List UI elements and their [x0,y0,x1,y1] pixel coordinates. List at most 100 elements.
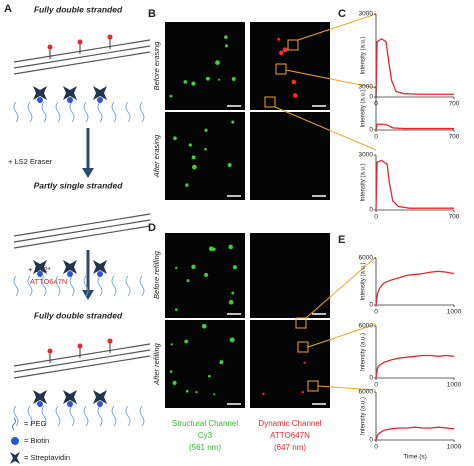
origami [13,343,151,379]
dye [107,34,113,40]
spot [184,339,188,344]
spot [174,308,178,312]
spot [279,50,284,56]
dye [107,338,113,344]
spot [303,361,306,364]
spot [204,147,207,151]
row-label: Before erasing [152,41,161,91]
peg [69,101,75,123]
arrows [82,128,94,300]
biotin [37,271,43,277]
channel-wavelength: (561 nm) [189,443,221,452]
y-tick-label: 3000 [359,11,374,18]
spot [224,35,228,39]
spot [183,80,188,84]
x-tick-label: 0 [374,214,378,221]
dye [47,44,53,50]
spot [228,244,233,250]
peg [41,405,47,427]
legend-text: = Biotin [24,436,49,445]
peg [55,405,61,427]
biotin [67,271,73,277]
legend-icons [10,417,20,464]
state-title: Fully double stranded [34,310,123,320]
spot [185,389,189,393]
peg [125,101,131,123]
biotin [97,401,103,407]
y-tick-label: 0 [369,127,373,134]
peg [55,275,61,297]
trace [375,159,454,211]
y-tick-label: 6000 [359,389,374,396]
spot [201,323,207,329]
trace [375,270,455,306]
spot [229,337,235,343]
spot [192,164,197,170]
streptavidin [63,260,77,274]
peg [125,405,131,427]
channel-name: Dynamic Channel [258,419,321,428]
spot [231,291,235,295]
micrograph [165,112,245,200]
peg [69,275,75,297]
spot [282,47,288,53]
panel-label: B [148,8,156,20]
dye [47,348,53,354]
biotin [97,271,103,277]
spot [204,128,208,132]
peg [139,101,145,123]
y-tick-label: 3000 [359,152,374,159]
peg [69,405,75,427]
panel-label: C [338,8,346,20]
panel-label: A [4,3,12,15]
y-tick-label: 0 [369,437,373,444]
y-tick-label: 6000 [359,323,374,330]
biotin [37,97,43,103]
y-tick-label: 0 [369,302,373,309]
x-tick-label: 0 [374,382,378,389]
peg [125,275,131,297]
x-tick-label: 1000 [447,309,462,316]
origami [13,39,151,75]
x-tick-label: 700 [449,134,460,141]
peg [55,101,61,123]
zoom-connectors [264,13,377,392]
peg [13,101,19,123]
peg [111,101,117,123]
spot [185,183,189,187]
row-label: After refilling [152,342,161,386]
row-label: Before refilling [152,250,161,299]
peg [27,275,33,297]
micrograph [250,320,330,408]
y-axis-label: Intensity (a.u.) [361,36,367,74]
channel-dye: ATTO647N [270,431,310,440]
x-tick-label: 700 [449,101,460,108]
biotin [97,97,103,103]
peg [13,275,19,297]
y-tick-label: 0 [369,375,373,382]
streptavidin [33,260,47,274]
micrograph [250,233,330,318]
peg [97,275,103,297]
row-label: After erasing [152,134,161,178]
spot [173,136,177,141]
streptavidin [33,390,47,404]
micrograph [165,320,245,408]
x-tick-label: 1000 [447,382,462,389]
streptavidin [63,86,77,100]
peg [41,275,47,297]
micrograph [165,22,245,110]
y-axis-label: Intensity (a.u.) [361,163,367,201]
spot [228,299,234,305]
spot [191,81,196,86]
spot [291,79,297,85]
spot [227,163,232,167]
state-title: Partly single stranded [34,180,124,190]
x-tick-label: 0 [374,134,378,141]
spot [232,265,237,270]
channel-dye: Cy3 [198,431,213,440]
biotin [37,401,43,407]
spot [277,37,281,41]
spot [191,264,196,269]
